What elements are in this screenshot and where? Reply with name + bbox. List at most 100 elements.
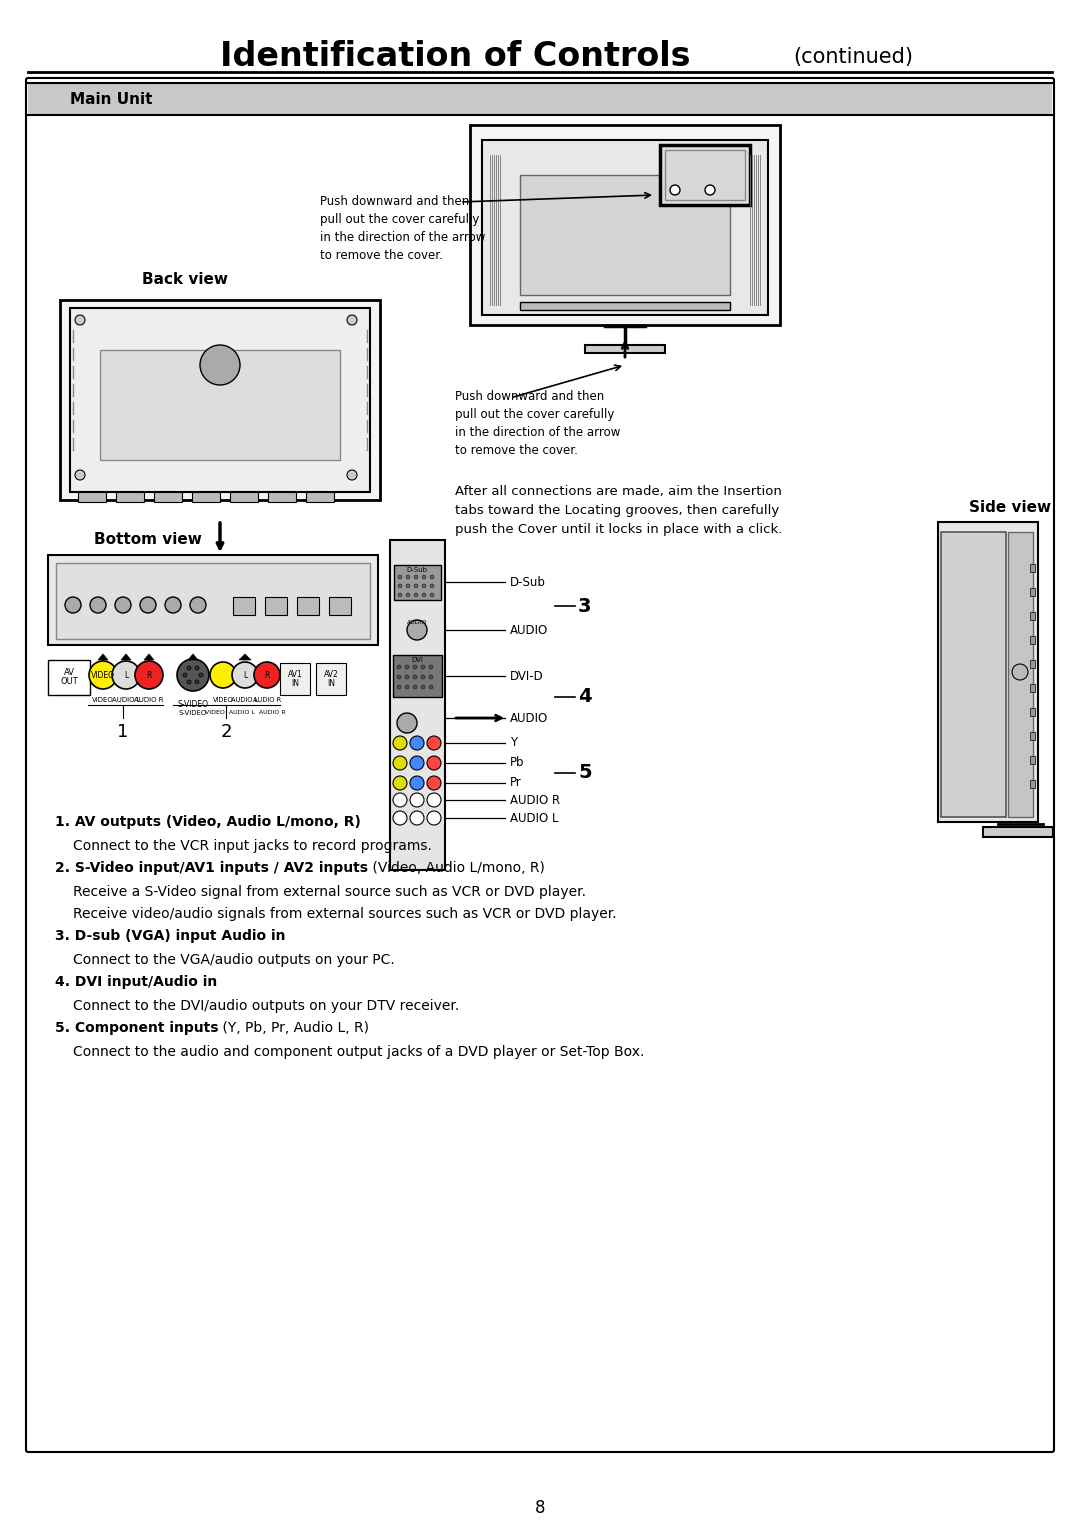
Text: R: R	[146, 670, 151, 680]
Bar	[1030, 780, 1035, 788]
Circle shape	[195, 666, 199, 670]
Text: Pb: Pb	[510, 756, 525, 770]
Bar	[983, 828, 1053, 837]
Circle shape	[407, 620, 427, 640]
Text: Push downward and then
pull out the cover carefully
in the direction of the arro: Push downward and then pull out the cove…	[455, 389, 620, 457]
Bar	[116, 492, 144, 502]
Text: Receive a S-Video signal from external source such as VCR or DVD player.: Receive a S-Video signal from external s…	[73, 886, 586, 899]
Circle shape	[405, 686, 409, 689]
Bar	[1030, 756, 1035, 764]
Text: D-Sub: D-Sub	[406, 567, 428, 573]
Circle shape	[165, 597, 181, 612]
FancyBboxPatch shape	[26, 78, 1054, 1452]
Circle shape	[410, 736, 424, 750]
Circle shape	[254, 663, 280, 689]
Bar	[470, 125, 780, 325]
Circle shape	[413, 675, 417, 680]
Circle shape	[397, 686, 401, 689]
Circle shape	[112, 661, 140, 689]
Bar	[56, 563, 370, 638]
Text: Connect to the VCR input jacks to record programs.: Connect to the VCR input jacks to record…	[73, 838, 432, 854]
Text: (continued): (continued)	[793, 47, 913, 67]
Circle shape	[200, 345, 240, 385]
Circle shape	[393, 756, 407, 770]
Circle shape	[670, 185, 680, 195]
Bar	[482, 140, 768, 315]
Bar	[28, 82, 1052, 115]
Text: S-VIDEO: S-VIDEO	[179, 710, 207, 716]
Circle shape	[406, 592, 410, 597]
Text: 8: 8	[535, 1500, 545, 1516]
Text: After all connections are made, aim the Insertion
tabs toward the Locating groov: After all connections are made, aim the …	[455, 486, 782, 536]
Text: (Y, Pb, Pr, Audio L, R): (Y, Pb, Pr, Audio L, R)	[218, 1022, 369, 1035]
Circle shape	[414, 576, 418, 579]
Circle shape	[406, 576, 410, 579]
Circle shape	[422, 583, 426, 588]
Circle shape	[421, 664, 426, 669]
Text: 1: 1	[118, 722, 129, 741]
Bar	[78, 492, 106, 502]
Bar	[585, 345, 665, 353]
Circle shape	[135, 661, 163, 689]
Circle shape	[393, 736, 407, 750]
Polygon shape	[121, 654, 131, 660]
Bar	[1008, 531, 1032, 817]
Bar	[660, 145, 750, 205]
Text: 5. Component inputs: 5. Component inputs	[55, 1022, 218, 1035]
Text: VIDEO: VIDEO	[213, 696, 233, 702]
Circle shape	[232, 663, 258, 689]
Bar	[1030, 709, 1035, 716]
Text: AUDIO R: AUDIO R	[134, 696, 164, 702]
Bar	[154, 492, 183, 502]
Bar	[100, 350, 340, 460]
Bar	[393, 655, 442, 696]
Circle shape	[187, 680, 191, 684]
Text: (Video, Audio L/mono, R): (Video, Audio L/mono, R)	[368, 861, 545, 875]
Circle shape	[187, 666, 191, 670]
Circle shape	[427, 756, 441, 770]
Bar	[48, 554, 378, 644]
Circle shape	[393, 793, 407, 806]
Bar	[390, 541, 445, 870]
Circle shape	[430, 592, 434, 597]
Circle shape	[90, 597, 106, 612]
Text: S-VIDEO: S-VIDEO	[177, 699, 208, 709]
Text: AV
OUT: AV OUT	[60, 667, 78, 686]
Circle shape	[347, 315, 357, 325]
Polygon shape	[239, 654, 251, 660]
Text: Connect to the audio and component output jacks of a DVD player or Set-Top Box.: Connect to the audio and component outpu…	[73, 1044, 645, 1060]
Circle shape	[429, 686, 433, 689]
Text: AUDIO: AUDIO	[510, 712, 549, 724]
Circle shape	[397, 675, 401, 680]
Circle shape	[75, 315, 85, 325]
Text: Bottom view: Bottom view	[94, 533, 202, 548]
Text: 4: 4	[578, 687, 592, 707]
Text: AUDIO R: AUDIO R	[253, 696, 281, 702]
Text: 4. DVI input/Audio in: 4. DVI input/Audio in	[55, 976, 217, 989]
Text: R: R	[265, 670, 270, 680]
Bar	[297, 597, 319, 615]
Text: Back view: Back view	[141, 272, 228, 287]
Text: VIDEO  AUDIO L  AUDIO R: VIDEO AUDIO L AUDIO R	[205, 710, 285, 715]
Circle shape	[421, 686, 426, 689]
Bar	[1030, 588, 1035, 596]
Circle shape	[195, 680, 199, 684]
Circle shape	[399, 576, 402, 579]
Circle shape	[429, 664, 433, 669]
Circle shape	[393, 776, 407, 789]
Text: L: L	[124, 670, 129, 680]
Circle shape	[65, 597, 81, 612]
Circle shape	[427, 776, 441, 789]
Bar	[1030, 660, 1035, 667]
Circle shape	[406, 583, 410, 588]
Bar	[1030, 563, 1035, 573]
Text: 5: 5	[578, 764, 592, 782]
Circle shape	[410, 776, 424, 789]
Circle shape	[140, 597, 156, 612]
Text: Main Unit: Main Unit	[70, 92, 152, 107]
Circle shape	[405, 675, 409, 680]
Polygon shape	[188, 654, 198, 660]
Text: AV2
IN: AV2 IN	[324, 670, 338, 689]
Circle shape	[430, 583, 434, 588]
Circle shape	[397, 664, 401, 669]
